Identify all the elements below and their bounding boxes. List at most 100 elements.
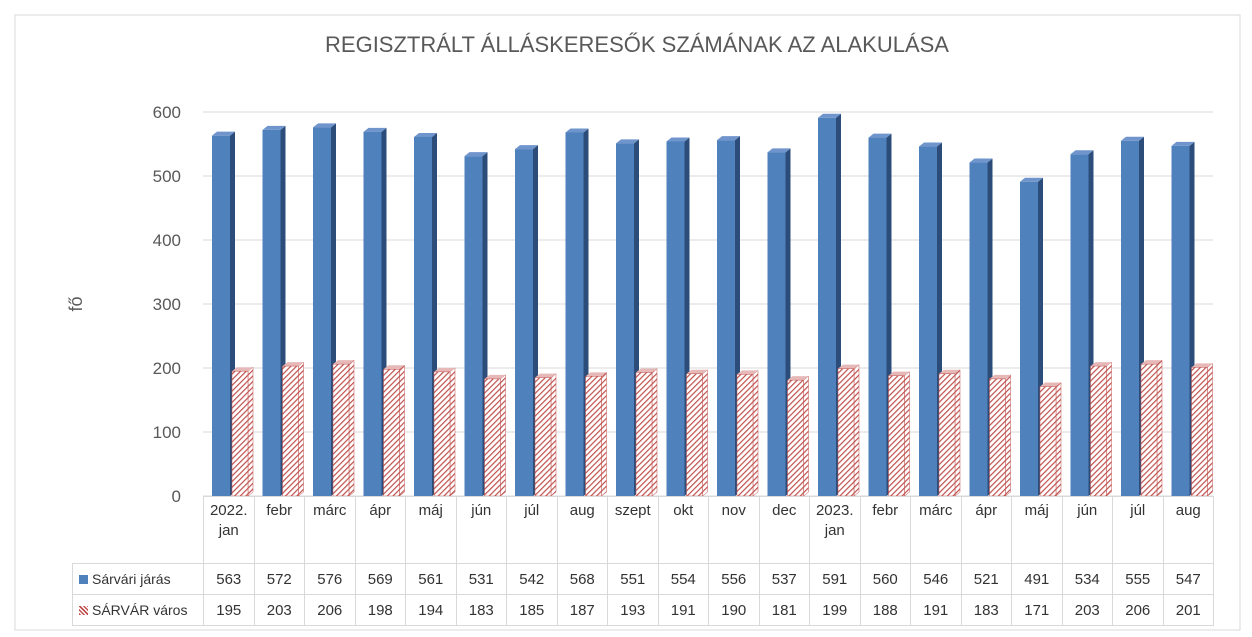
value-cell: 556 (708, 563, 760, 595)
x-tick-label: máj (405, 496, 457, 564)
bar-top (717, 136, 740, 141)
value-cell: 195 (203, 594, 255, 626)
bar (919, 146, 937, 496)
bar (888, 375, 905, 497)
bar-top (1121, 136, 1144, 141)
bar-top (888, 371, 910, 376)
bar-side (449, 367, 456, 497)
bar-side (904, 371, 910, 497)
value-cell: 206 (1112, 594, 1164, 626)
bar-top (919, 142, 942, 147)
bar-top (868, 133, 892, 138)
data-table: 2022. jan febr márc ápr máj jún júl aug szept okt… (72, 496, 1214, 626)
x-tick-label: márc (910, 496, 962, 564)
bar (1020, 181, 1038, 496)
value-cell: 561 (405, 563, 457, 595)
value-cell: 194 (405, 594, 457, 626)
x-tick-label: júl (506, 496, 558, 564)
value-cell: 183 (455, 594, 507, 626)
bar-side (702, 369, 708, 497)
bar (1070, 154, 1089, 497)
bar-side (853, 364, 860, 497)
x-tick-label: máj (1011, 496, 1063, 564)
y-tick-label: 500 (153, 167, 181, 186)
value-cell: 537 (758, 563, 810, 595)
value-cell: 546 (910, 563, 962, 595)
bar-top (767, 148, 791, 153)
bar (767, 152, 786, 496)
x-tick-label: ápr (960, 496, 1012, 564)
bar (938, 373, 956, 497)
bar (1121, 140, 1139, 497)
bar (1039, 386, 1057, 497)
value-cell: 534 (1061, 563, 1113, 595)
x-tick-label: jún (1061, 496, 1113, 564)
bar-top (939, 369, 960, 374)
bar-top (636, 368, 657, 373)
legend-item: Sárvári járás (72, 563, 204, 595)
bar-top (1191, 363, 1213, 368)
bar-side (348, 359, 355, 497)
bar-top (1141, 360, 1162, 365)
bar-top (585, 372, 607, 377)
bar (313, 127, 331, 497)
bar-top (686, 369, 708, 374)
value-cell: 491 (1011, 563, 1063, 595)
bar (818, 117, 836, 496)
x-tick-label: okt (657, 496, 709, 564)
legend-label: Sárvári járás (92, 571, 171, 587)
bar (666, 141, 685, 496)
value-cell: 547 (1162, 563, 1214, 595)
value-cell: 181 (758, 594, 810, 626)
bar-top (1070, 150, 1094, 155)
x-tick-label: ápr (354, 496, 406, 564)
bar-top (484, 374, 506, 379)
value-cell: 572 (253, 563, 305, 595)
bar (212, 135, 230, 496)
y-tick-label: 0 (172, 487, 181, 506)
value-cell: 563 (203, 563, 255, 595)
value-cell: 203 (253, 594, 305, 626)
bar-side (399, 364, 405, 497)
bar-top (313, 123, 336, 128)
bar (868, 137, 887, 496)
bar-top (1020, 177, 1043, 182)
value-cell: 521 (960, 563, 1012, 595)
legend-label: SÁRVÁR város (92, 602, 188, 618)
value-cell: 183 (960, 594, 1012, 626)
x-tick-label: febr (253, 496, 305, 564)
value-cell: 576 (304, 563, 356, 595)
bar (484, 378, 501, 497)
bar-top (818, 113, 841, 118)
bar-side (752, 369, 759, 497)
bar-top (565, 128, 589, 133)
bar (282, 365, 299, 497)
value-cell: 201 (1162, 594, 1214, 626)
bar (433, 371, 451, 497)
bar (969, 162, 988, 496)
value-cell: 555 (1112, 563, 1164, 595)
bar (231, 370, 249, 497)
value-cell: 191 (657, 594, 709, 626)
bar-side (1005, 374, 1011, 497)
bar-side (500, 374, 506, 497)
bar-top (535, 373, 556, 378)
bar-top (1090, 362, 1112, 367)
bar-top (232, 367, 253, 372)
bar (332, 363, 350, 497)
bar-top (787, 376, 809, 381)
y-tick-label: 300 (153, 295, 181, 314)
bar-top (464, 152, 488, 157)
bar-side (1106, 361, 1112, 497)
x-tick-label: jún (455, 496, 507, 564)
bar-side (550, 373, 557, 497)
bar (717, 140, 735, 496)
bar (565, 132, 584, 497)
bar (686, 373, 703, 497)
value-cell: 191 (910, 594, 962, 626)
value-cell: 190 (708, 594, 760, 626)
empty-cell (73, 497, 204, 564)
value-cell: 542 (506, 563, 558, 595)
bar-top (333, 360, 354, 365)
